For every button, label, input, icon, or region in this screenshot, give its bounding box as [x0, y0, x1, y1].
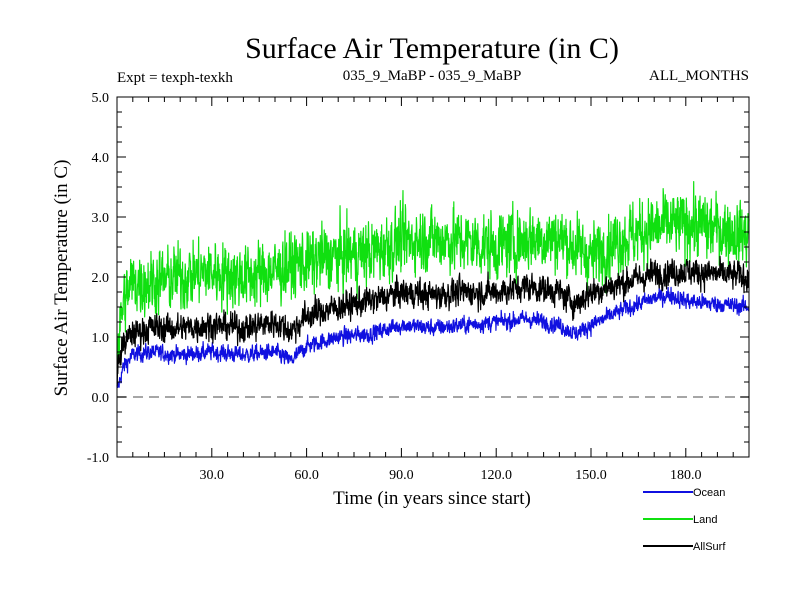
y-tick-label: 2.0 — [92, 271, 110, 286]
legend-label: AllSurf — [693, 541, 726, 553]
run-label: 035_9_MaBP - 035_9_MaBP — [343, 68, 522, 84]
y-tick-label: -1.0 — [87, 451, 109, 466]
x-tick-label: 180.0 — [670, 468, 702, 483]
legend-label: Land — [693, 514, 717, 526]
series-line-allsurf — [116, 255, 750, 387]
y-tick-label: 4.0 — [92, 151, 110, 166]
series-line-land — [116, 181, 750, 371]
months-label: ALL_MONTHS — [649, 68, 749, 84]
x-tick-label: 30.0 — [200, 468, 225, 483]
x-tick-label: 120.0 — [480, 468, 512, 483]
y-tick-label: 5.0 — [92, 91, 110, 106]
ticks-layer: 30.0 60.0 90.0 120.0 150.0 180.0 -1.0 0.0 1.0 2.0… — [87, 91, 749, 483]
x-tick-label: 150.0 — [575, 468, 607, 483]
plot-frame — [116, 96, 750, 458]
legend: Ocean Land AllSurf — [643, 487, 726, 553]
series-layer — [116, 181, 750, 389]
y-axis-label: Surface Air Temperature (in C) — [51, 160, 72, 397]
x-tick-label: 90.0 — [389, 468, 414, 483]
series-line-ocean — [116, 286, 750, 389]
x-axis-label: Time (in years since start) — [333, 488, 531, 509]
y-tick-label: 3.0 — [92, 211, 110, 226]
y-tick-label: 1.0 — [92, 331, 110, 346]
experiment-label: Expt = texph-texkh — [117, 70, 233, 86]
x-tick-label: 60.0 — [294, 468, 319, 483]
chart-title: Surface Air Temperature (in C) — [245, 32, 619, 65]
y-tick-label: 0.0 — [92, 391, 110, 406]
legend-label: Ocean — [693, 487, 725, 499]
